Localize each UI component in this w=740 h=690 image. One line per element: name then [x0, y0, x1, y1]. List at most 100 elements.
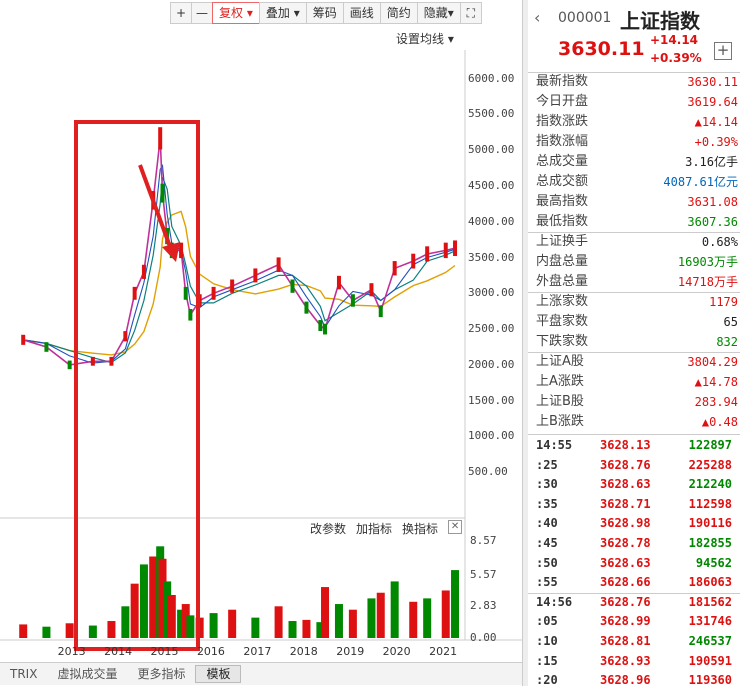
add-watchlist-button[interactable]: + [714, 42, 732, 60]
candle-mark [336, 275, 341, 290]
tick-price: 3628.13 [600, 438, 651, 452]
tick-price: 3628.96 [600, 673, 651, 688]
hide-label: 隐藏 [423, 6, 448, 20]
tab-template[interactable]: 模板 [195, 665, 242, 683]
tick-volume: 182855 [688, 536, 732, 550]
chart-canvas[interactable] [0, 0, 522, 686]
candle-mark [378, 305, 383, 318]
candle-mark [443, 242, 448, 259]
tick-volume: 122897 [688, 438, 732, 452]
back-chevron-icon[interactable]: ‹ [534, 8, 541, 27]
volume-bar [251, 617, 260, 638]
quote-row: 上证B股 283.94 [536, 392, 738, 412]
candle-mark [158, 127, 163, 150]
y-tick-label: 5500.00 [468, 107, 515, 121]
quote-row-value: 3619.64 [687, 95, 738, 109]
tick-volume: 190591 [688, 653, 732, 668]
quote-row: 最低指数 3607.36 [536, 212, 738, 232]
quote-row: 总成交量 3.16亿手 [536, 152, 738, 172]
tab-more-indicators[interactable]: 更多指标 [137, 667, 186, 681]
volume-bar [19, 624, 28, 638]
tick-price: 3628.76 [600, 594, 651, 609]
candle-mark [392, 261, 397, 276]
tick-row: :10 3628.81 246537 [528, 632, 740, 651]
y-tick-label: 4500.00 [468, 178, 515, 192]
ma-mid-line [23, 176, 456, 364]
quote-row-value: 0.68% [701, 235, 738, 249]
tick-time: :05 [536, 614, 558, 629]
candle-mark [453, 240, 458, 257]
quote-row-value: 16903万手 [677, 255, 738, 269]
quote-row: 上A涨跌 ▲14.78 [536, 372, 738, 392]
candle-mark [276, 257, 281, 272]
quote-separator [528, 434, 740, 435]
y-tick-label: 3000.00 [468, 286, 515, 300]
caret-down-icon: ▾ [289, 6, 300, 20]
quote-row-label: 今日开盘 [536, 94, 589, 109]
fuquan-label: 复权 [219, 6, 244, 20]
swap-indicator-button[interactable]: 换指标 [402, 522, 439, 536]
fullscreen-icon[interactable]: ⛶ [459, 2, 482, 24]
tick-volume: 225288 [688, 457, 732, 472]
quote-row: 平盘家数 65 [536, 312, 738, 332]
quote-row-label: 上涨家数 [536, 294, 589, 309]
quote-row-value: ▲14.78 [694, 375, 738, 389]
tick-separator [528, 592, 740, 594]
annotation-arrow-head [162, 242, 180, 262]
volume-bar [163, 581, 172, 638]
volume-bar [321, 587, 330, 638]
tab-virtual-volume[interactable]: 虚拟成交量 [57, 667, 118, 681]
tab-trix[interactable]: TRIX [10, 667, 38, 681]
change-params-button[interactable]: 改参数 [310, 522, 347, 536]
double-chevron-icon: ▾ [447, 6, 454, 20]
quote-row-label: 下跌家数 [536, 334, 589, 349]
volume-bar [130, 583, 139, 638]
quote-row: 上涨家数 1179 [536, 292, 738, 312]
tick-time: :25 [536, 457, 558, 472]
quote-row-label: 上B涨跌 [536, 414, 584, 429]
volume-bar [367, 598, 376, 638]
volume-bar [316, 622, 325, 638]
draw-line-button[interactable]: 画线 [342, 2, 381, 24]
tick-volume: 119360 [688, 673, 732, 688]
quote-row-value: 3804.29 [687, 355, 738, 369]
overlay-dropdown[interactable]: 叠加 ▾ [258, 2, 307, 24]
y-tick-label: 4000.00 [468, 214, 515, 228]
quote-row-label: 上证A股 [536, 354, 584, 369]
add-indicator-button[interactable]: 加指标 [356, 522, 393, 536]
tick-time: :10 [536, 634, 558, 648]
close-icon[interactable]: ✕ [448, 520, 463, 534]
quote-row-label: 最新指数 [536, 74, 589, 89]
price-line [22, 138, 456, 366]
panel-splitter[interactable] [522, 0, 529, 686]
tick-row: :50 3628.63 94562 [528, 554, 740, 573]
tick-time: :45 [536, 536, 558, 550]
volume-tick-label: 2.83 [470, 598, 497, 612]
candle-mark [90, 356, 95, 366]
tick-price: 3628.71 [600, 496, 651, 511]
quote-row-value: 3.16亿手 [685, 155, 738, 169]
quote-row: 最新指数 3630.11 [536, 72, 738, 92]
quote-row-value: 14718万手 [677, 275, 738, 289]
caret-down-icon: ▾ [243, 6, 253, 20]
quote-row: 上B涨跌 ▲0.48 [536, 412, 738, 432]
candle-mark [188, 308, 193, 321]
candle-mark [67, 360, 72, 370]
tick-volume: 112598 [688, 496, 732, 511]
volume-tick-label: 0.00 [470, 631, 497, 644]
hide-button[interactable]: 隐藏▾ [416, 2, 461, 24]
quote-row-label: 指数涨幅 [536, 134, 589, 149]
tick-row: :45 3628.78 182855 [528, 534, 740, 553]
tick-time: :50 [536, 555, 558, 570]
tick-row: :35 3628.71 112598 [528, 495, 740, 514]
x-tick-label: 2018 [289, 645, 318, 658]
quote-separator [528, 352, 740, 353]
tick-time: 14:55 [536, 438, 573, 452]
highlight-box [74, 120, 200, 651]
candle-mark [290, 279, 295, 293]
tick-row: :25 3628.76 225288 [528, 456, 740, 475]
volume-bar [65, 623, 74, 638]
x-tick-label: 2013 [57, 645, 86, 658]
ma-settings-dropdown[interactable]: 设置均线 ▾ [396, 30, 454, 47]
tick-row: 14:55 3628.13 122897 [528, 436, 740, 455]
